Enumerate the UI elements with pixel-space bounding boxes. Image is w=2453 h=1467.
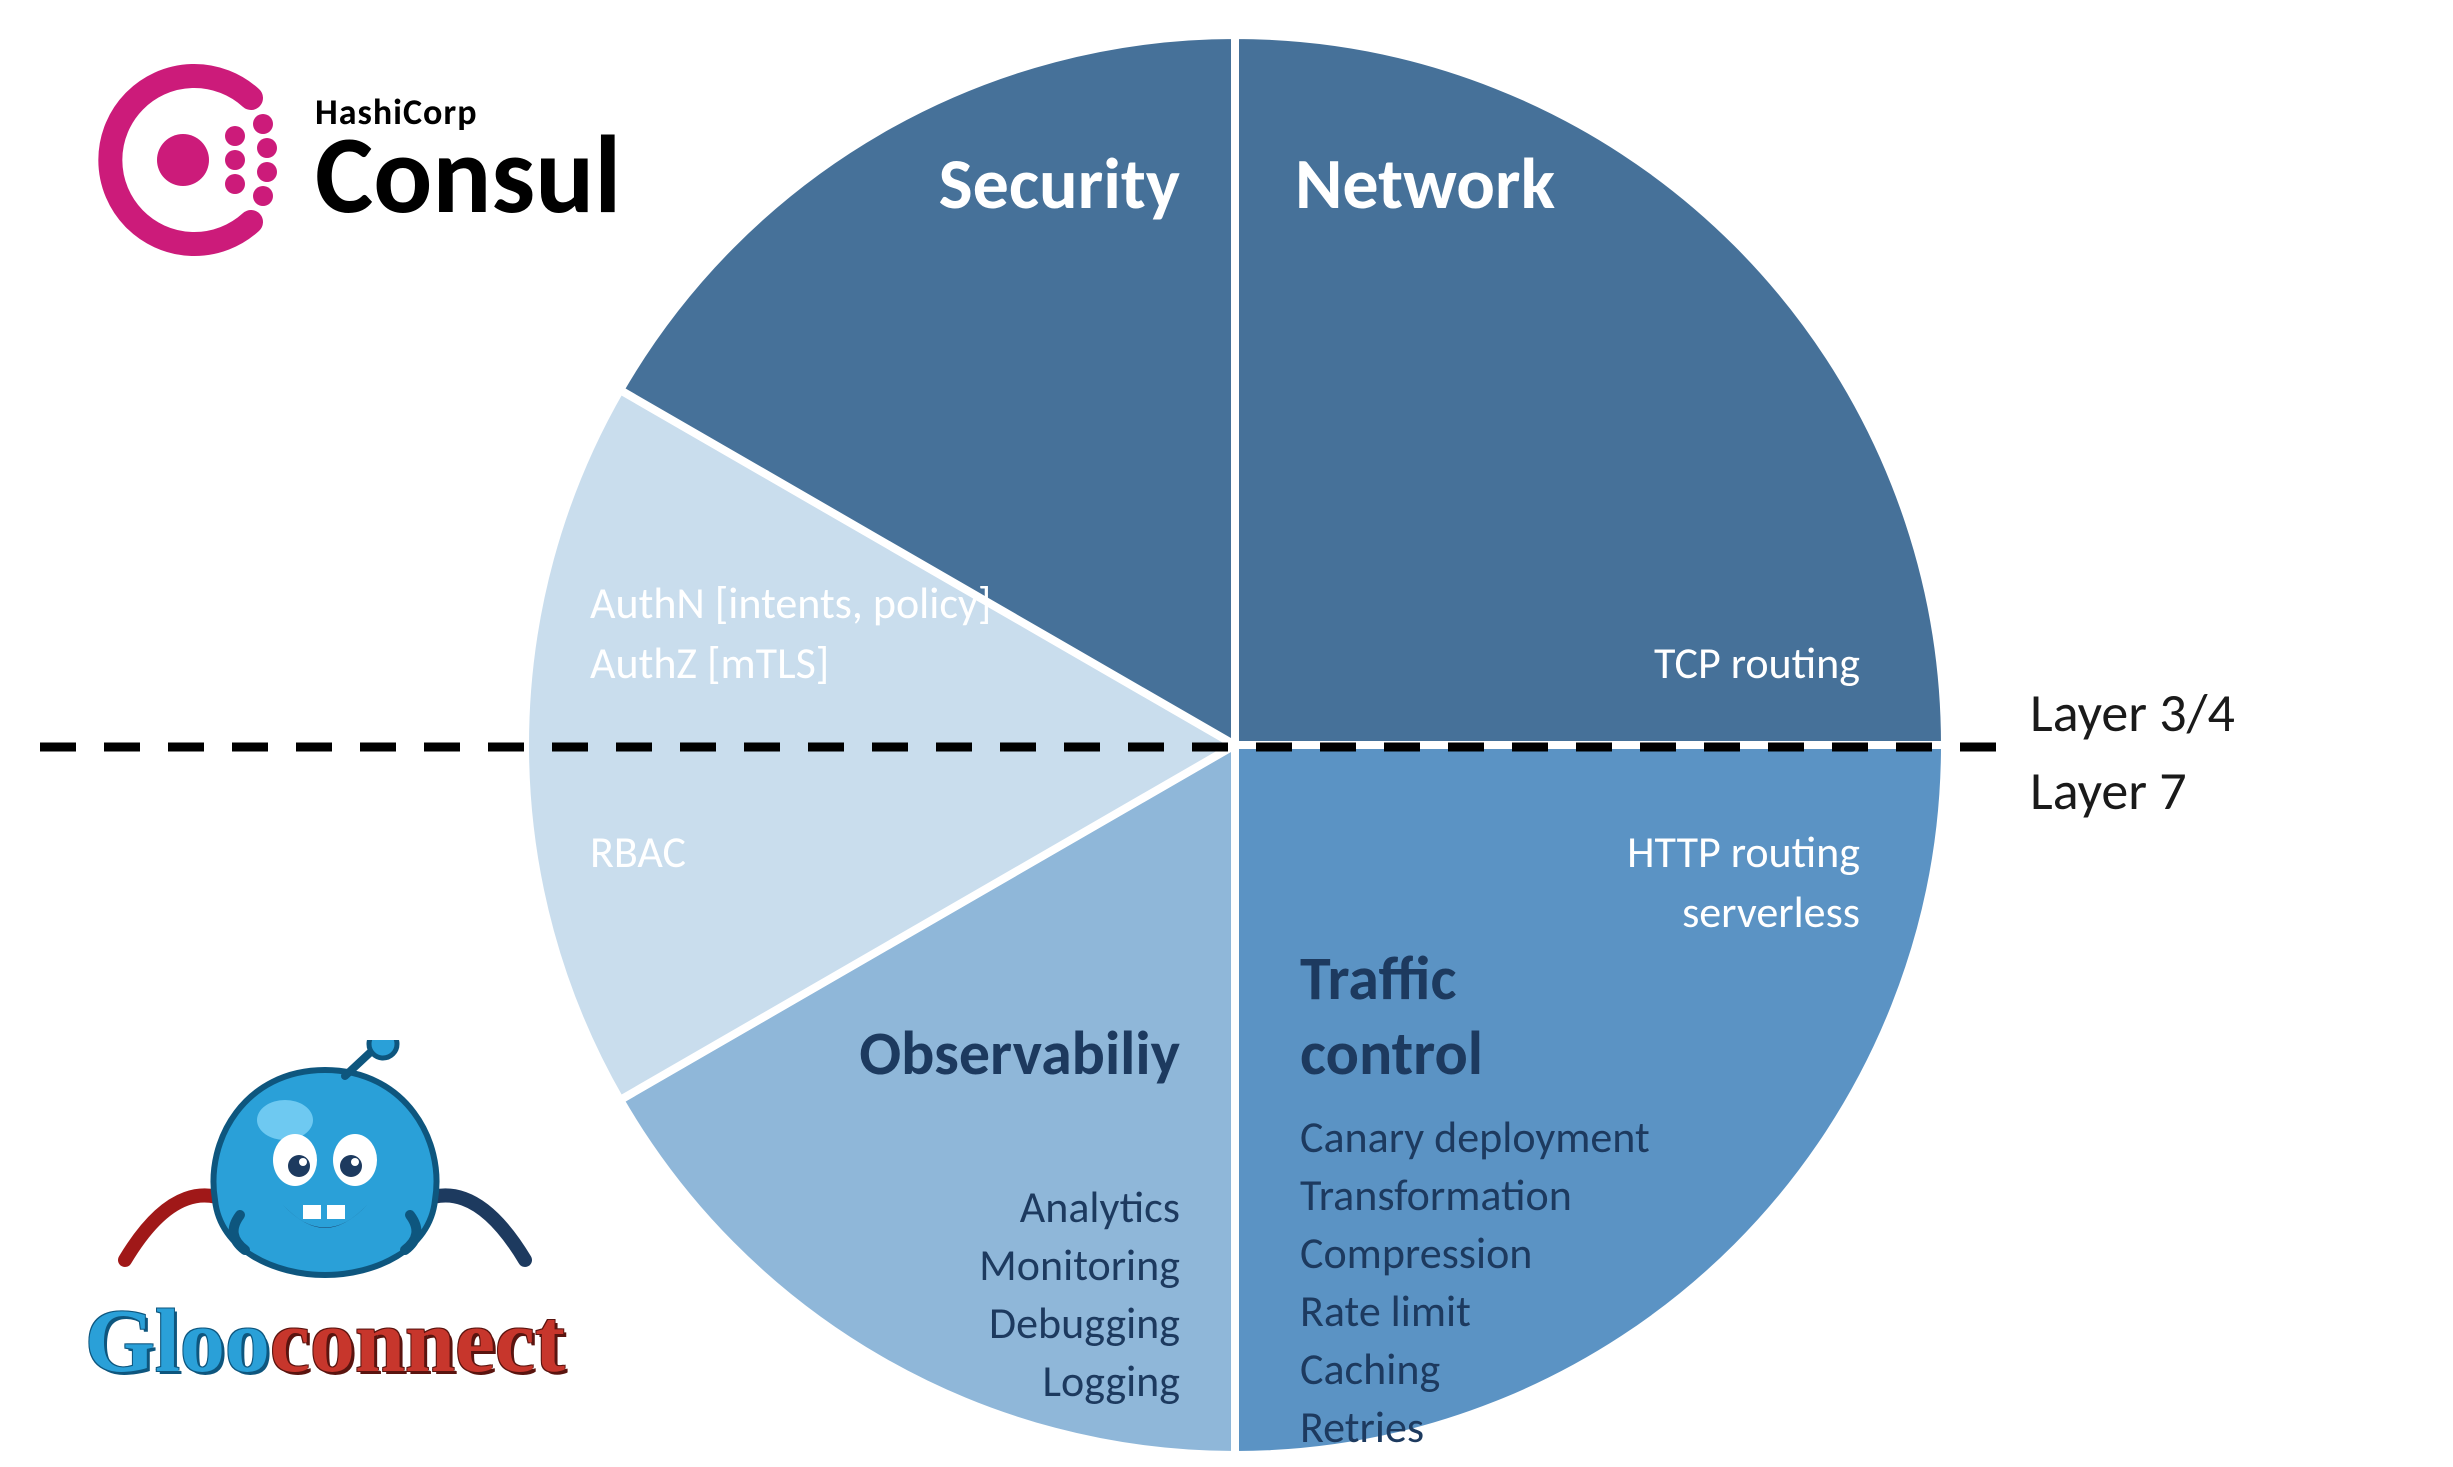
gloo-connect-logo: Glooconnect [45,1040,605,1393]
gloo-mascot-icon [45,1040,605,1300]
traffic-item-4: Caching [1300,1342,1440,1396]
observability-item-3: Logging [1043,1354,1180,1408]
layer-label-bottom: Layer 7 [2030,758,2187,824]
traffic-item-2: Compression [1300,1226,1532,1280]
network-upper-item-0: TCP routing [1654,636,1860,690]
layer-label-top: Layer 3/4 [2030,680,2235,746]
gloo-word-1: Gloo [85,1292,270,1391]
gloo-word-2: connect [270,1292,565,1391]
observability-item-2: Debugging [989,1296,1180,1350]
network-lower-item-1: serverless [1682,885,1860,939]
quadrant-title-security: Security [939,140,1180,228]
traffic-item-3: Rate limit [1300,1284,1471,1338]
security-upper-item-1: AuthZ [mTLS] [590,636,829,690]
traffic-item-5: Retries [1300,1400,1424,1454]
quadrant-title-traffic-2: control [1300,1015,1483,1091]
traffic-item-0: Canary deployment [1300,1110,1650,1164]
network-lower-item-0: HTTP routing [1627,825,1860,879]
consul-logo: HashiCorp Consul [95,60,621,260]
observability-item-1: Monitoring [979,1238,1180,1292]
quadrant-title-network: Network [1295,140,1555,228]
observability-item-0: Analytics [1020,1180,1180,1234]
gloo-wordmark: Glooconnect [45,1290,605,1393]
diagram-stage: Layer 3/4 Layer 7 Security Network Obser… [0,0,2453,1467]
quadrant-title-traffic-1: Traffic [1300,940,1456,1016]
traffic-item-1: Transformation [1300,1168,1572,1222]
security-lower-item-0: RBAC [590,825,686,879]
quadrant-title-observability: Observabiliy [859,1015,1180,1091]
security-upper-item-0: AuthN [intents, policy] [590,576,991,630]
consul-icon [95,60,295,260]
consul-product-label: Consul [315,120,621,230]
